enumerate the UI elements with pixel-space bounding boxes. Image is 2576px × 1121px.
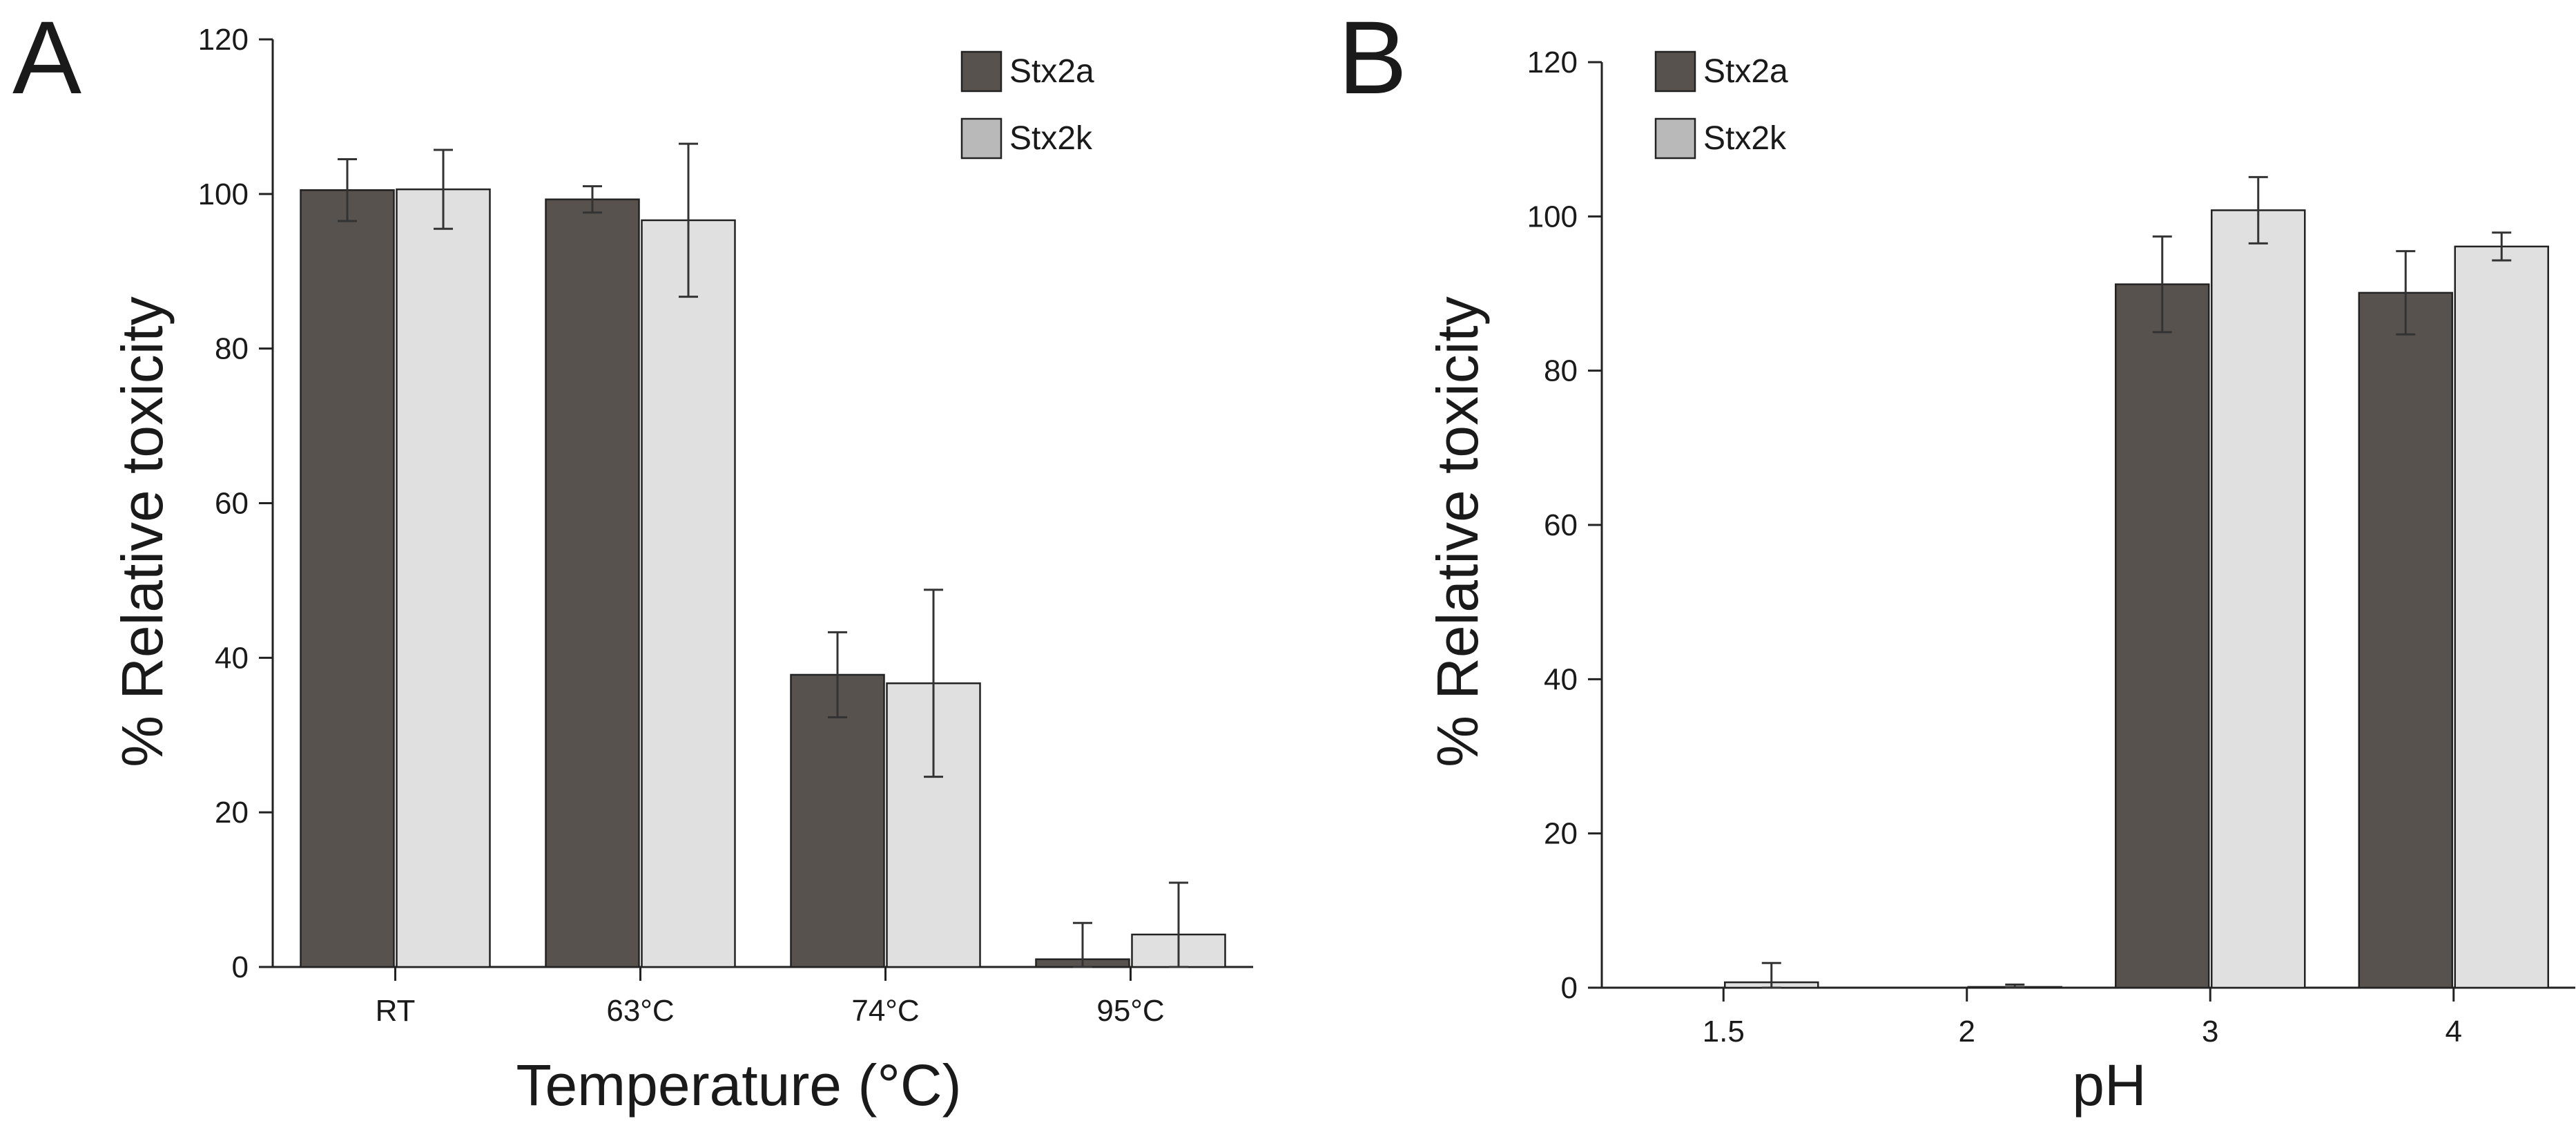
legend-label: Stx2k xyxy=(1703,120,1787,157)
error-bar-stx2a-2 xyxy=(2152,235,2172,334)
panel-b-y-ticks: 0 20 40 60 80 100 120 xyxy=(1527,46,1602,1005)
error-bar-stx2k-0 xyxy=(1761,961,1781,989)
legend-label: Stx2a xyxy=(1009,53,1094,90)
y-tick-label: 60 xyxy=(215,487,249,521)
error-bar-stx2k-0 xyxy=(434,148,453,230)
y-tick-label: 120 xyxy=(1527,46,1578,79)
panel-a-error-bars xyxy=(338,142,1188,968)
x-tick-label: 74°C xyxy=(851,994,919,1028)
bar-stx2k-3 xyxy=(2454,245,2549,989)
legend-swatch xyxy=(1654,50,1696,93)
error-bar-stx2k-1 xyxy=(2005,984,2025,989)
error-bar-stx2k-1 xyxy=(679,142,698,298)
y-tick-label: 80 xyxy=(1544,354,1578,388)
error-bar-stx2k-3 xyxy=(1169,881,1188,968)
panel-b-legend: Stx2a Stx2k xyxy=(1654,50,1788,160)
panel-b-x-ticks: 1.5 2 3 4 xyxy=(1703,988,2462,1048)
panel-b-error-bars xyxy=(1761,175,2512,989)
y-tick-label: 60 xyxy=(1544,508,1578,542)
x-tick-label: 2 xyxy=(1959,1015,1975,1048)
panel-a-y-ticks: 0 20 40 60 80 100 120 xyxy=(198,23,273,984)
y-tick-label: 0 xyxy=(1561,971,1578,1005)
y-tick-label: 20 xyxy=(1544,817,1578,851)
panel-letter-b: B xyxy=(1338,0,1407,115)
x-tick-label: 3 xyxy=(2202,1015,2218,1048)
bar-stx2a-0 xyxy=(300,189,395,968)
bar-stx2k-1 xyxy=(641,219,736,968)
legend-label: Stx2k xyxy=(1009,120,1093,157)
x-tick-label: RT xyxy=(376,994,416,1028)
error-bar-stx2a-2 xyxy=(828,631,847,719)
bar-stx2k-0 xyxy=(396,188,491,968)
y-tick-label: 20 xyxy=(215,796,249,830)
x-tick-label: 63°C xyxy=(606,994,674,1028)
y-tick-label: 40 xyxy=(1544,662,1578,696)
bar-stx2a-2 xyxy=(2115,283,2210,989)
panel-letter-a: A xyxy=(12,0,81,115)
error-bar-stx2a-3 xyxy=(1073,921,1092,968)
y-tick-label: 100 xyxy=(198,178,249,211)
y-tick-label: 100 xyxy=(1527,200,1578,233)
error-bar-stx2k-2 xyxy=(924,588,943,778)
error-bar-stx2a-0 xyxy=(338,157,357,222)
panel-b-bars xyxy=(1724,209,2549,989)
legend-swatch xyxy=(1654,117,1696,160)
bar-stx2a-1 xyxy=(545,198,640,968)
panel-b: B 0 20 40 60 80 100 120 1.5 2 3 4 pH % Relative t… xyxy=(1338,0,2575,1118)
bar-stx2k-2 xyxy=(2211,209,2306,989)
x-tick-label: 95°C xyxy=(1096,994,1164,1028)
y-tick-label: 40 xyxy=(215,641,249,675)
panel-a-bars xyxy=(300,188,1226,968)
legend-swatch xyxy=(960,50,1003,93)
bar-stx2a-2 xyxy=(790,673,885,968)
panel-a: A 0 20 40 60 80 100 120 RT 63°C 74°C 95°C Tempera… xyxy=(12,0,1253,1118)
error-bar-stx2k-2 xyxy=(2248,175,2268,245)
legend-swatch xyxy=(960,117,1003,160)
legend-label: Stx2a xyxy=(1703,53,1788,90)
y-tick-label: 80 xyxy=(215,332,249,366)
x-tick-label: 4 xyxy=(2446,1015,2462,1048)
x-tick-label: 1.5 xyxy=(1703,1015,1745,1048)
panel-b-x-axis-title: pH xyxy=(2072,1053,2146,1118)
panel-a-legend: Stx2a Stx2k xyxy=(960,50,1094,160)
panel-b-y-axis-title: % Relative toxicity xyxy=(1425,296,1490,767)
y-tick-label: 0 xyxy=(232,950,249,984)
bar-stx2a-3 xyxy=(2358,291,2453,989)
panel-a-y-axis-title: % Relative toxicity xyxy=(110,296,175,767)
panel-a-x-ticks: RT 63°C 74°C 95°C xyxy=(376,967,1165,1028)
error-bar-stx2k-3 xyxy=(2492,231,2512,262)
error-bar-stx2a-3 xyxy=(2396,250,2416,336)
panel-a-x-axis-title: Temperature (°C) xyxy=(516,1053,961,1118)
error-bar-stx2a-1 xyxy=(583,185,602,214)
y-tick-label: 120 xyxy=(198,23,249,57)
